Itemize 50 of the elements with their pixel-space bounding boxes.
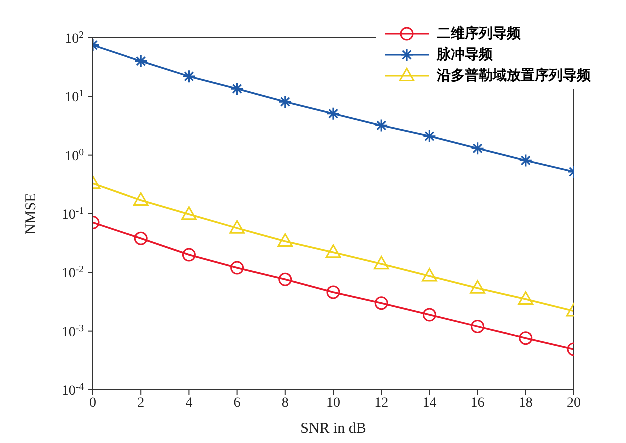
- y-tick-label: 10$^{-3}$: [62, 322, 84, 340]
- x-tick-label: 10: [326, 396, 340, 411]
- legend-label: 沿多普勒域放置序列导频: [437, 66, 591, 84]
- point: [182, 206, 197, 220]
- point: [278, 272, 292, 286]
- point: [374, 118, 388, 132]
- y-tick-label: 10$^{2}$: [65, 30, 84, 47]
- point: [326, 286, 340, 300]
- y-axis-title: NMSE: [23, 193, 40, 235]
- x-tick-label: 6: [234, 396, 241, 411]
- point: [326, 244, 342, 258]
- x-tick-label: 0: [90, 396, 96, 411]
- point: [182, 248, 196, 262]
- point: [278, 234, 294, 248]
- point: [519, 332, 533, 346]
- point: [182, 70, 196, 84]
- x-tick-label: 18: [518, 396, 533, 411]
- point: [230, 82, 244, 96]
- x-tick-label: 12: [374, 396, 389, 411]
- point: [326, 107, 340, 121]
- point: [133, 192, 149, 206]
- y-tick-label: 10$^{-1}$: [62, 206, 84, 223]
- point: [230, 261, 244, 275]
- point: [422, 130, 436, 144]
- point: [134, 54, 148, 68]
- y-tick-label: 10$^{-4}$: [62, 382, 84, 399]
- point: [470, 280, 486, 294]
- x-tick-label: 16: [470, 396, 485, 411]
- x-tick-label: 8: [282, 396, 289, 411]
- y-tick-label: 10$^{-2}$: [62, 264, 84, 282]
- x-axis-title: SNR in dB: [300, 421, 366, 437]
- x-tick-label: 20: [567, 396, 581, 411]
- x-tick-label: 2: [138, 396, 145, 411]
- y-tick-label: 10$^{1}$: [65, 88, 84, 106]
- x-tick-label: 4: [186, 396, 193, 411]
- point: [518, 291, 534, 305]
- point: [374, 256, 390, 270]
- legend-label: 脉冲导频: [437, 46, 493, 64]
- point: [278, 95, 292, 109]
- point: [422, 268, 438, 282]
- point: [471, 142, 485, 156]
- legend-label: 二维序列导频: [437, 24, 521, 42]
- point: [471, 320, 485, 334]
- point: [519, 154, 533, 168]
- point: [230, 220, 245, 234]
- point: [374, 296, 388, 310]
- point: [134, 232, 148, 246]
- point: [422, 308, 436, 322]
- y-tick-label: 10$^{0}$: [65, 146, 84, 164]
- x-tick-label: 14: [422, 396, 437, 411]
